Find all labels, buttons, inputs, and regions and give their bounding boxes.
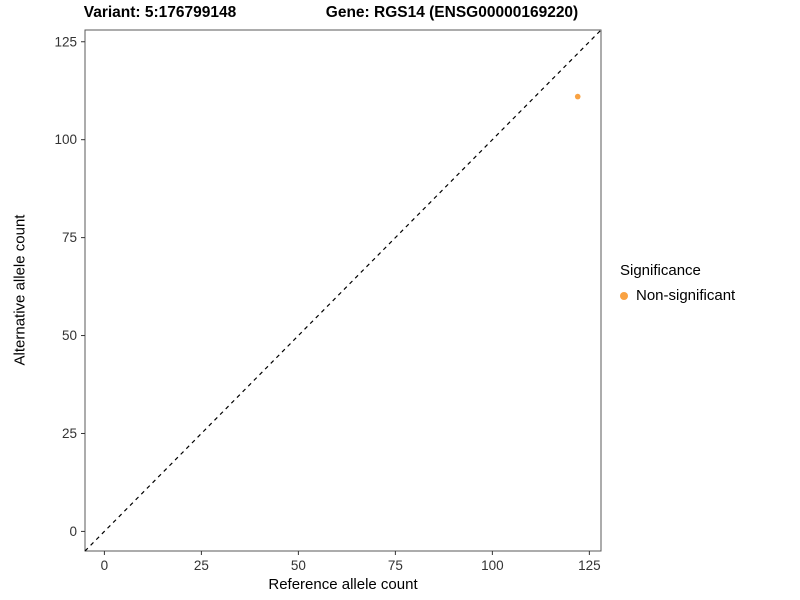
panel-border [84, 29, 602, 552]
x-tick-label: 100 [481, 558, 504, 573]
x-tick-label: 125 [578, 558, 601, 573]
variant-title: Variant: 5:176799148 [83, 4, 237, 21]
y-tick-label: 25 [62, 426, 77, 441]
legend-marker-dot-icon [620, 291, 628, 300]
y-tick-label: 50 [62, 328, 77, 343]
x-tick-label: 75 [388, 558, 403, 573]
y-tick-label: 0 [69, 524, 77, 539]
y-tick-label: 100 [54, 132, 77, 147]
y-axis-title: Alternative allele count [11, 214, 29, 366]
gene-title: Gene: RGS14 (ENSG00000169220) [325, 4, 579, 21]
legend-title: Significance [620, 262, 701, 279]
x-tick-label: 25 [194, 558, 209, 573]
legend-entry-label: Non-significant [636, 287, 736, 304]
legend-entry: Non-significant [620, 287, 735, 304]
y-tick-label: 75 [62, 230, 77, 245]
identity-line [84, 29, 602, 552]
data-point [574, 93, 581, 100]
x-tick-label: 0 [101, 558, 109, 573]
x-tick-label: 50 [291, 558, 306, 573]
y-tick-label: 125 [54, 34, 77, 49]
legend: Significance Non-significant [620, 262, 735, 304]
x-axis-title: Reference allele count [268, 576, 418, 593]
